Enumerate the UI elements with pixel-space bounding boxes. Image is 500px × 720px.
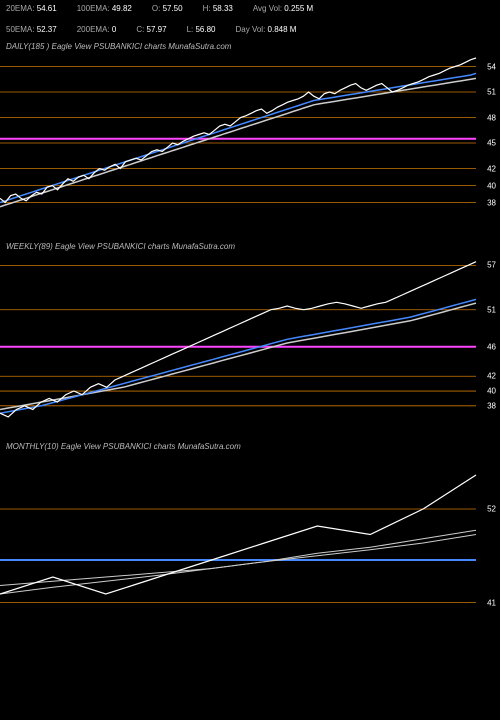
chart-panel: DAILY(185 ) Eagle View PSUBANKICI charts… [0, 38, 500, 238]
stat-value: 0 [112, 25, 116, 34]
chart-title: MONTHLY(10) Eagle View PSUBANKICI charts… [6, 442, 241, 451]
y-axis-label: 48 [487, 113, 496, 122]
chart-panel: MONTHLY(10) Eagle View PSUBANKICI charts… [0, 438, 500, 638]
stat-item: 100EMA: 49.82 [77, 4, 132, 13]
chart-panel: WEEKLY(89) Eagle View PSUBANKICI charts … [0, 238, 500, 438]
stat-value: 52.37 [37, 25, 57, 34]
stat-label: 200EMA: [77, 25, 112, 34]
chart-svg [0, 238, 500, 438]
stat-value: 57.97 [147, 25, 167, 34]
stat-value: 49.82 [112, 4, 132, 13]
ohlc-header: 20EMA: 54.61 100EMA: 49.82 O: 57.50 H: 58.3… [0, 0, 500, 38]
y-axis-label: 42 [487, 372, 496, 381]
price-line [0, 58, 476, 203]
price-line [0, 262, 476, 417]
header-row-1: 20EMA: 54.61 100EMA: 49.82 O: 57.50 H: 58.3… [6, 4, 494, 13]
y-axis-label: 46 [487, 342, 496, 351]
ema2-line [0, 530, 476, 594]
stat-value: 0.848 M [268, 25, 297, 34]
stat-label: Avg Vol: [253, 4, 284, 13]
stat-label: 20EMA: [6, 4, 37, 13]
stat-value: 0.255 M [284, 4, 313, 13]
stat-label: H: [203, 4, 213, 13]
y-axis-label: 57 [487, 261, 496, 270]
stat-value: 54.61 [37, 4, 57, 13]
stat-item: L: 56.80 [187, 25, 216, 34]
stat-label: 50EMA: [6, 25, 37, 34]
charts-area: DAILY(185 ) Eagle View PSUBANKICI charts… [0, 38, 500, 638]
stat-item: H: 58.33 [203, 4, 233, 13]
y-axis-label: 45 [487, 139, 496, 148]
y-axis-label: 51 [487, 88, 496, 97]
price-line [0, 475, 476, 594]
y-axis-label: 42 [487, 164, 496, 173]
y-axis-label: 38 [487, 401, 496, 410]
chart-svg [0, 438, 500, 638]
stat-item: 50EMA: 52.37 [6, 25, 57, 34]
ema2-line [0, 303, 476, 409]
stat-item: 20EMA: 54.61 [6, 4, 57, 13]
stat-item: Avg Vol: 0.255 M [253, 4, 313, 13]
stat-value: 57.50 [163, 4, 183, 13]
stat-value: 58.33 [213, 4, 233, 13]
y-axis-label: 54 [487, 62, 496, 71]
stat-value: 56.80 [195, 25, 215, 34]
stat-item: C: 57.97 [136, 25, 166, 34]
stat-label: C: [136, 25, 146, 34]
y-axis-label: 41 [487, 598, 496, 607]
header-row-2: 50EMA: 52.37 200EMA: 0 C: 57.97 L: 56.80 Day… [6, 25, 494, 34]
y-axis-label: 38 [487, 198, 496, 207]
chart-title: WEEKLY(89) Eagle View PSUBANKICI charts … [6, 242, 235, 251]
y-axis-label: 51 [487, 305, 496, 314]
stat-label: Day Vol: [236, 25, 268, 34]
stat-label: O: [152, 4, 163, 13]
stat-label: 100EMA: [77, 4, 112, 13]
y-axis-label: 40 [487, 181, 496, 190]
stat-item: 200EMA: 0 [77, 25, 117, 34]
y-axis-label: 52 [487, 505, 496, 514]
stat-item: O: 57.50 [152, 4, 183, 13]
stat-item: Day Vol: 0.848 M [236, 25, 297, 34]
y-axis-label: 40 [487, 387, 496, 396]
chart-title: DAILY(185 ) Eagle View PSUBANKICI charts… [6, 42, 231, 51]
chart-svg [0, 38, 500, 238]
